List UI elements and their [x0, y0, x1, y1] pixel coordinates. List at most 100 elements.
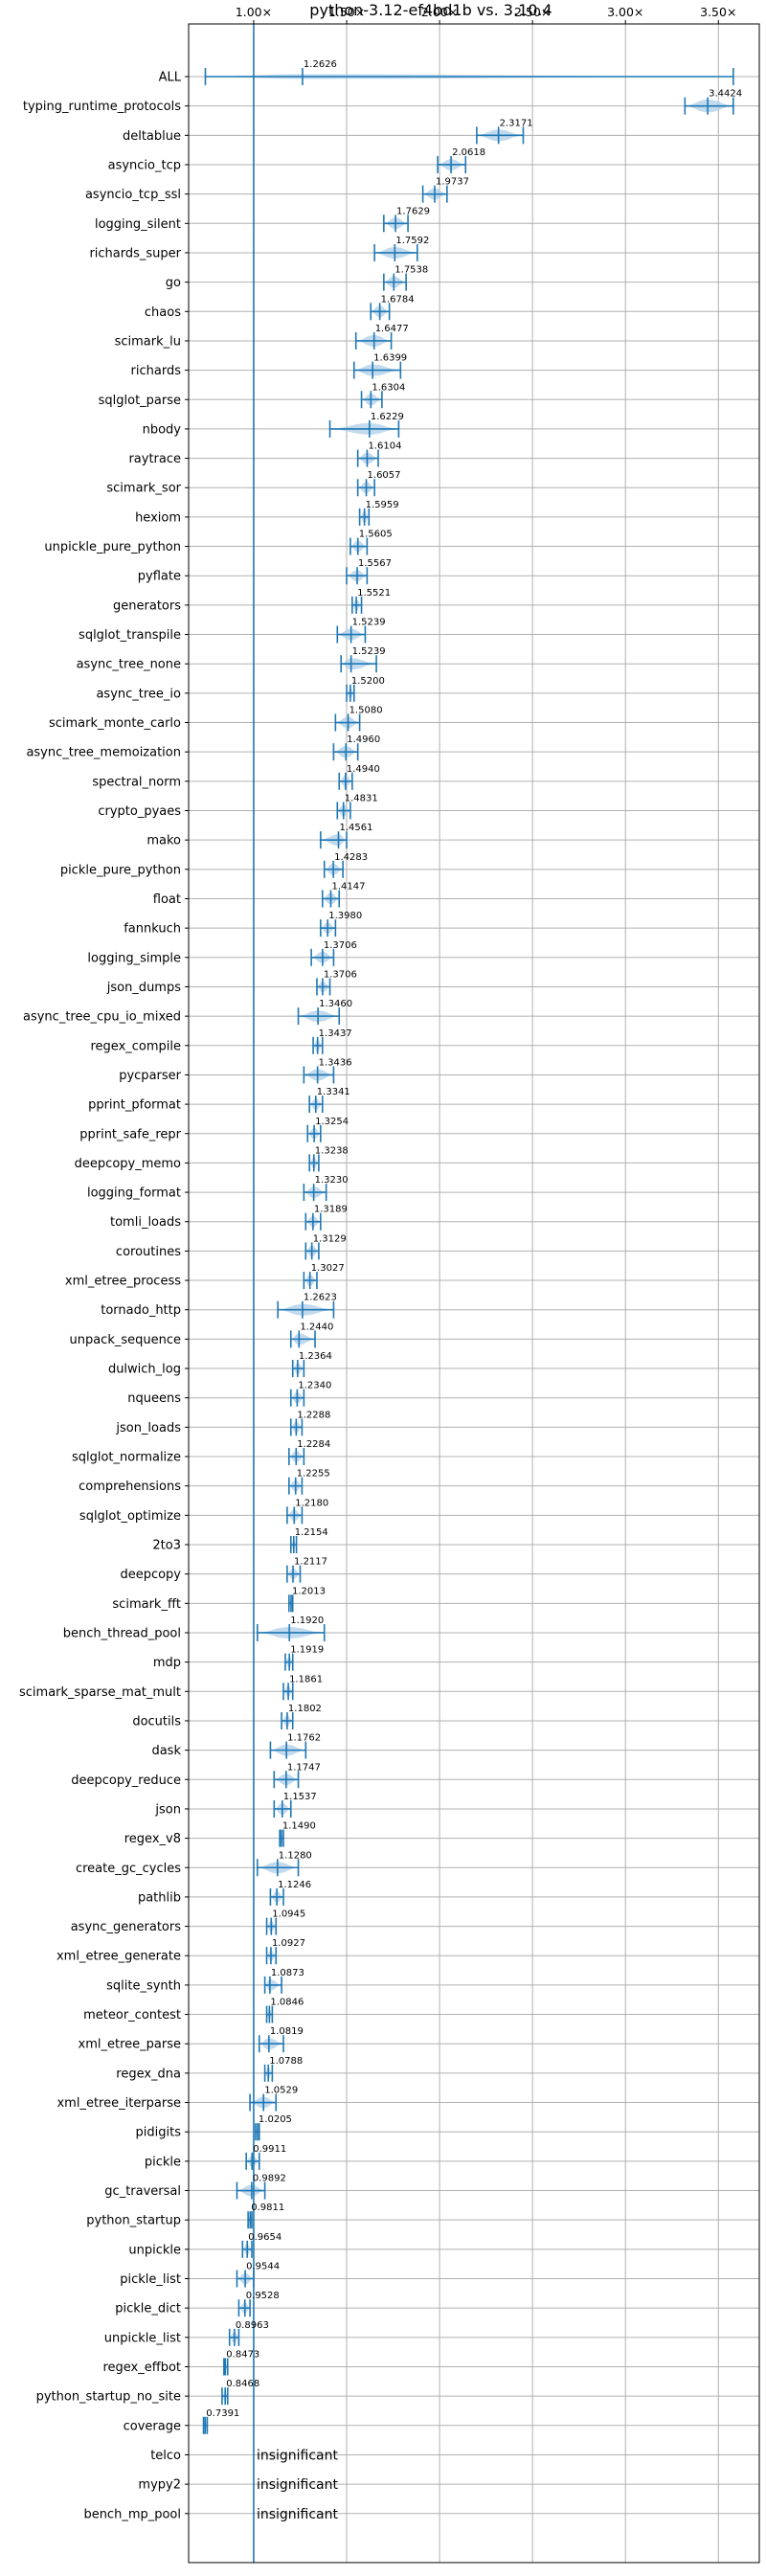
- value-label: 1.5080: [349, 706, 383, 716]
- value-label: 1.3230: [315, 1175, 349, 1186]
- violins: [202, 68, 734, 2434]
- category-label: async_tree_memoization: [26, 746, 181, 760]
- value-label: 1.2180: [295, 1498, 328, 1508]
- category-label: deepcopy_reduce: [71, 1774, 181, 1788]
- category-label: asyncio_tcp: [108, 158, 181, 172]
- category-label: coverage: [124, 2419, 181, 2433]
- category-label: json_loads: [115, 1421, 181, 1435]
- value-label: 1.1246: [278, 1880, 311, 1890]
- value-label: 1.1919: [290, 1645, 324, 1656]
- value-label: 1.2626: [304, 59, 337, 70]
- category-label: dulwich_log: [108, 1363, 181, 1377]
- value-label: 1.6104: [368, 441, 401, 452]
- category-label: bench_mp_pool: [83, 2507, 181, 2521]
- value-label: 1.5605: [359, 530, 393, 540]
- value-label: 1.4283: [334, 852, 368, 863]
- value-label: 1.1861: [289, 1674, 323, 1684]
- category-label: sqlglot_transpile: [79, 628, 181, 643]
- value-label: 1.3437: [319, 1028, 352, 1039]
- value-label: 1.3238: [315, 1145, 349, 1156]
- value-label: 1.7629: [396, 206, 430, 216]
- value-label: 1.3129: [313, 1233, 347, 1244]
- category-label: sqlglot_optimize: [79, 1509, 181, 1524]
- value-label: 1.3706: [324, 969, 357, 980]
- value-label: 0.9811: [251, 2203, 284, 2213]
- value-label: 2.0618: [452, 147, 485, 158]
- value-labels: 1.2626 3.4424 2.3171 2.0618 1.9737 1.7629 1.75…: [206, 59, 742, 2522]
- category-label: scimark_lu: [115, 334, 181, 349]
- category-label: async_tree_none: [77, 658, 181, 672]
- category-label: json_dumps: [106, 981, 181, 995]
- value-label: 1.0529: [264, 2086, 298, 2096]
- category-label: pickle_dict: [115, 2302, 181, 2316]
- value-label: 1.0846: [270, 1998, 304, 2008]
- category-label: richards: [131, 364, 182, 378]
- category-label: tornado_http: [101, 1303, 181, 1318]
- insignificant-label: insignificant: [257, 2448, 339, 2463]
- value-label: 0.8468: [226, 2379, 259, 2389]
- value-label: 1.0819: [270, 2026, 304, 2037]
- category-label: scimark_sor: [106, 482, 181, 496]
- category-label: pycparser: [119, 1069, 181, 1083]
- value-label: 1.4147: [331, 881, 365, 892]
- value-label: 1.5239: [352, 618, 386, 628]
- category-label: ALL: [159, 71, 182, 85]
- category-label: bench_thread_pool: [63, 1626, 181, 1640]
- category-label: nqueens: [127, 1391, 181, 1406]
- category-label: deltablue: [123, 129, 181, 144]
- value-label: 1.2623: [304, 1293, 337, 1303]
- category-label: json: [154, 1802, 181, 1817]
- category-label: nbody: [143, 422, 182, 437]
- category-label: pprint_safe_repr: [79, 1127, 181, 1141]
- value-label: 1.0945: [272, 1909, 305, 1920]
- category-label: crypto_pyaes: [98, 804, 181, 819]
- category-label: logging_silent: [95, 217, 181, 232]
- category-label: async_generators: [71, 1920, 182, 1934]
- value-label: 1.1747: [287, 1762, 321, 1773]
- category-label: fannkuch: [124, 922, 181, 937]
- category-label: xml_etree_parse: [79, 2038, 181, 2052]
- category-label: sqlite_synth: [106, 1978, 181, 1993]
- value-label: 1.2284: [297, 1439, 330, 1450]
- value-label: 0.9654: [248, 2232, 282, 2243]
- category-label: sqlglot_normalize: [72, 1451, 181, 1465]
- category-label: richards_super: [89, 246, 181, 260]
- value-label: 0.8473: [226, 2349, 259, 2360]
- category-label: pickle_list: [120, 2272, 181, 2287]
- value-label: 1.0205: [259, 2114, 292, 2125]
- category-label: python_startup: [86, 2214, 181, 2228]
- value-label: 1.3341: [317, 1087, 350, 1097]
- value-label: 3.4424: [709, 89, 742, 100]
- value-label: 1.1802: [288, 1704, 322, 1714]
- value-label: 1.4831: [345, 794, 378, 804]
- value-label: 1.3706: [324, 940, 357, 951]
- value-label: 1.2364: [299, 1351, 332, 1362]
- category-label: generators: [113, 599, 181, 613]
- x-tick-labels: 1.00× 1.50× 2.00× 2.50× 3.00× 3.50×: [236, 5, 736, 24]
- category-label: unpack_sequence: [69, 1333, 181, 1347]
- x-tick-label: 3.50×: [700, 5, 736, 19]
- value-label: 0.9911: [253, 2144, 286, 2155]
- value-label: 1.0873: [271, 1968, 304, 1978]
- category-label: mypy2: [138, 2478, 181, 2493]
- category-label: 2to3: [152, 1539, 181, 1553]
- category-label: dask: [151, 1744, 181, 1758]
- category-label: tomli_loads: [110, 1215, 181, 1230]
- value-label: 1.0788: [269, 2056, 303, 2067]
- category-label: meteor_contest: [83, 2008, 181, 2022]
- category-label: scimark_fft: [112, 1597, 181, 1612]
- chart-title: python-3.12-ef4bd1b vs. 3.10.4: [309, 1, 552, 19]
- category-label: spectral_norm: [92, 775, 181, 789]
- value-label: 1.4960: [347, 734, 380, 745]
- category-label: docutils: [132, 1714, 181, 1729]
- category-label: chaos: [145, 305, 181, 320]
- value-label: 1.7538: [394, 265, 428, 276]
- category-label: typing_runtime_protocols: [23, 100, 181, 114]
- value-label: 1.1490: [282, 1821, 316, 1832]
- value-label: 1.5200: [351, 676, 385, 687]
- category-label: regex_v8: [124, 1832, 181, 1846]
- category-label: xml_etree_iterparse: [56, 2096, 181, 2111]
- category-label: pprint_pformat: [88, 1098, 181, 1113]
- value-label: 1.7592: [395, 236, 429, 246]
- category-label: raytrace: [128, 452, 181, 466]
